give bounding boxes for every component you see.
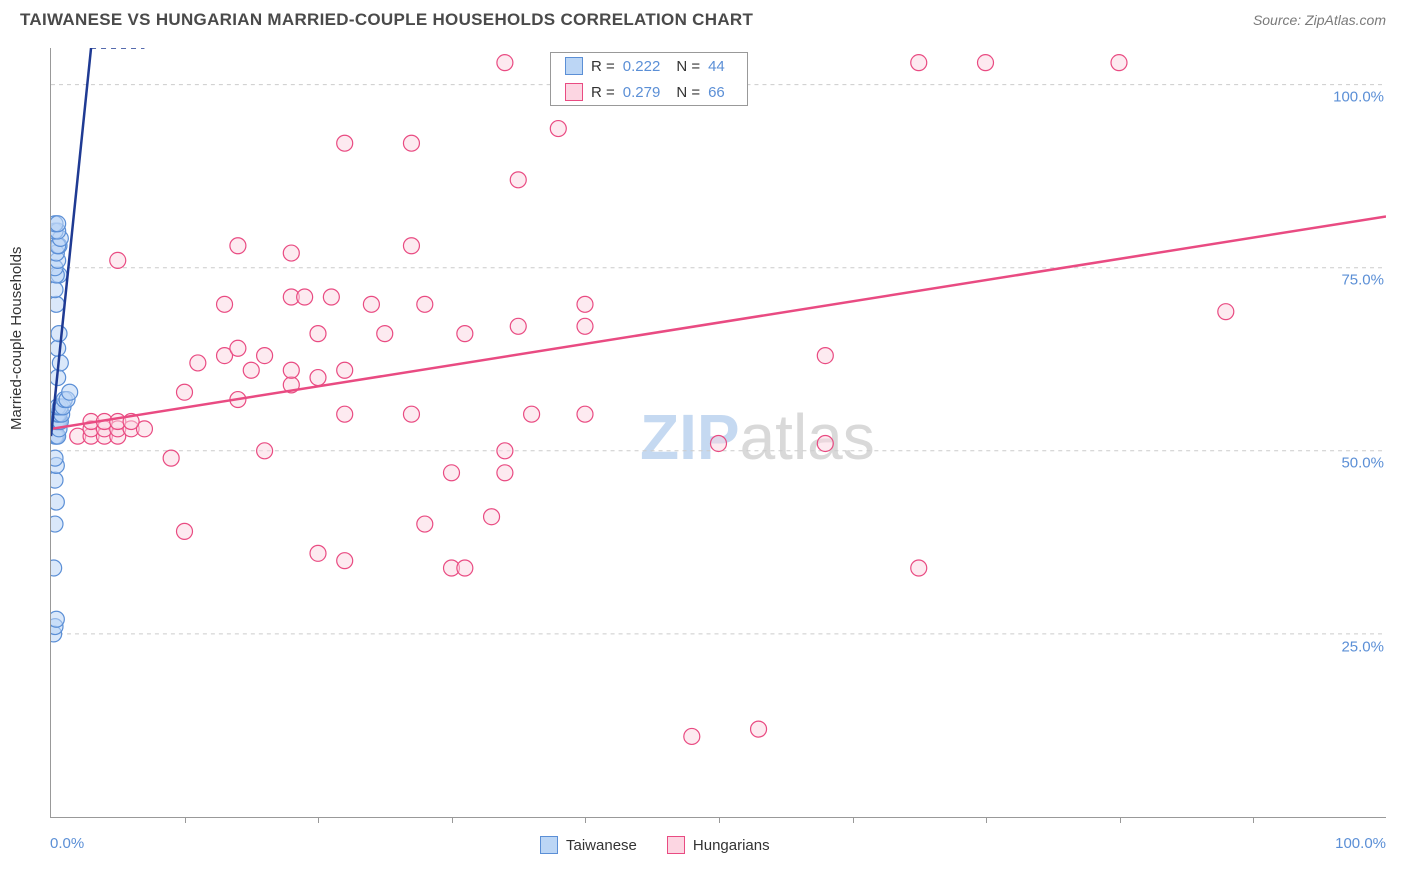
x-tick-min: 0.0% [50,835,84,852]
legend-stat-row: R = 0.279 N = 66 [551,79,747,105]
legend-n-label: N = [676,58,700,75]
legend-n-label: N = [676,84,700,101]
x-tick-mark [719,817,720,823]
y-axis-label: Married-couple Households [8,247,25,430]
chart-plot-area: 25.0%50.0%75.0%100.0% [50,48,1386,818]
legend-series-label: Hungarians [693,837,770,854]
legend-series: Taiwanese Hungarians [540,836,770,854]
legend-r-value: 0.222 [623,58,661,75]
x-tick-mark [185,817,186,823]
x-tick-mark [1253,817,1254,823]
x-tick-mark [853,817,854,823]
x-tick-mark [585,817,586,823]
legend-swatch [540,836,558,854]
legend-stat-row: R = 0.222 N = 44 [551,53,747,79]
source-label: Source: ZipAtlas.com [1253,12,1386,28]
legend-series-label: Taiwanese [566,837,637,854]
legend-r-value: 0.279 [623,84,661,101]
chart-svg [51,48,1386,817]
x-tick-mark [318,817,319,823]
x-tick-max: 100.0% [1335,835,1386,852]
legend-r-label: R = [591,84,615,101]
legend-swatch [565,83,583,101]
legend-n-value: 66 [708,84,725,101]
legend-series-item: Hungarians [667,836,770,854]
legend-series-item: Taiwanese [540,836,637,854]
x-tick-mark [452,817,453,823]
legend-swatch [565,57,583,75]
x-tick-mark [1120,817,1121,823]
legend-r-label: R = [591,58,615,75]
legend-stats: R = 0.222 N = 44 R = 0.279 N = 66 [550,52,748,106]
x-tick-mark [986,817,987,823]
chart-title: TAIWANESE VS HUNGARIAN MARRIED-COUPLE HO… [20,10,753,30]
legend-n-value: 44 [708,58,725,75]
legend-swatch [667,836,685,854]
